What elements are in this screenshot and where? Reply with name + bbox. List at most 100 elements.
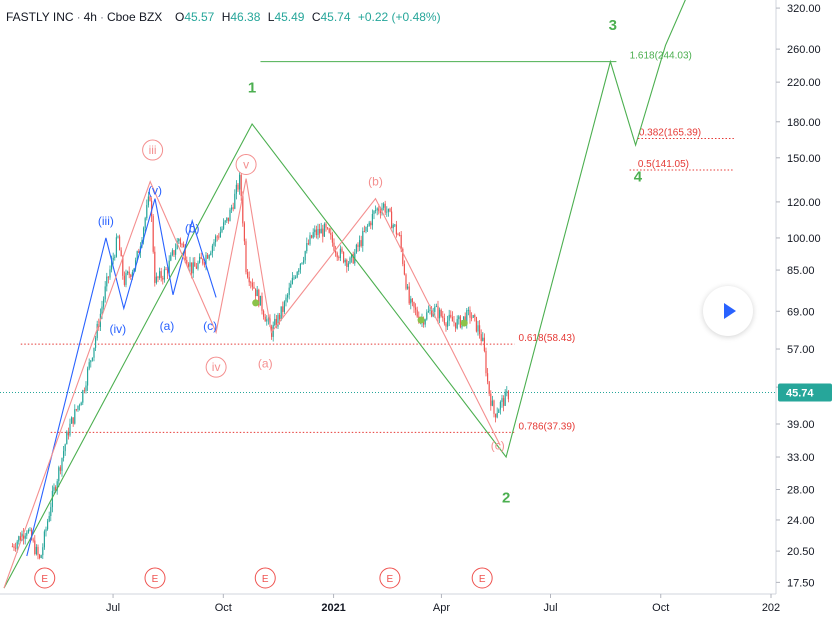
price-tick-label: 57.00	[787, 344, 815, 356]
wave-label[interactable]: 1	[248, 80, 256, 97]
price-tick-label: 260.00	[787, 44, 821, 56]
candle-body	[24, 535, 26, 539]
candle-body	[218, 236, 220, 238]
candle-body	[256, 289, 258, 297]
candle-body	[94, 338, 97, 348]
price-tick-label: 69.00	[787, 306, 815, 318]
candle-body	[379, 211, 381, 213]
time-tick-label: Oct	[215, 602, 232, 614]
price-tick-label: 100.00	[787, 233, 821, 245]
candle-body	[131, 272, 133, 277]
candle-body	[304, 251, 306, 261]
candle-body	[51, 490, 53, 508]
candle-body	[59, 467, 61, 471]
candle-body	[368, 222, 370, 226]
candle-body	[392, 225, 394, 229]
symbol-name[interactable]: FASTLY INC	[6, 10, 74, 24]
change-value: +0.22 (+0.48%)	[357, 10, 441, 24]
candle-body	[301, 262, 303, 264]
candle-body	[90, 360, 92, 363]
candle-body	[414, 307, 417, 310]
candle-body	[254, 288, 257, 297]
earnings-marker[interactable]	[471, 567, 493, 589]
wave-label[interactable]: (v)	[148, 184, 162, 198]
wave-label[interactable]: (a)	[258, 356, 273, 370]
candle-body	[162, 278, 164, 280]
candle-body	[208, 254, 210, 259]
candle-body	[338, 257, 340, 259]
candle-body	[106, 276, 108, 287]
candle-body	[242, 196, 244, 224]
price-tick-label: 120.00	[787, 197, 821, 209]
candle-body	[411, 298, 413, 302]
candle-body	[355, 244, 357, 253]
elliott-wave-line[interactable]	[3, 178, 501, 589]
candle-body	[128, 271, 130, 275]
wave-label[interactable]: (iii)	[98, 214, 114, 228]
candle-body	[165, 269, 167, 271]
candle-body	[502, 398, 505, 406]
candle-body	[96, 323, 98, 339]
earnings-marker[interactable]	[144, 567, 166, 589]
wave-label[interactable]: 3	[609, 17, 617, 34]
candle-body	[323, 223, 325, 237]
wave-label[interactable]: iii	[149, 143, 157, 157]
candle-body	[443, 318, 445, 324]
wave-label[interactable]: v	[243, 158, 249, 172]
candle-body	[245, 241, 247, 273]
candle-body	[237, 184, 239, 190]
candle-body	[235, 184, 237, 194]
candle-body	[474, 315, 476, 317]
interval-label[interactable]: 4h	[83, 10, 97, 24]
candle-body	[400, 234, 402, 249]
candle-body	[434, 306, 436, 312]
earnings-marker[interactable]	[34, 567, 56, 589]
candle-body	[277, 314, 279, 327]
wave-label[interactable]: iv	[212, 360, 221, 374]
candle-body	[298, 269, 300, 272]
candle-body	[102, 299, 105, 307]
candlestick-series[interactable]	[11, 170, 509, 560]
wave-label[interactable]: (iv)	[110, 322, 127, 336]
candle-body	[370, 222, 372, 226]
low-label: L	[267, 10, 275, 24]
candle-body	[118, 236, 121, 251]
candle-body	[229, 209, 231, 222]
candle-body	[486, 373, 489, 382]
wave-label[interactable]: 2	[502, 490, 510, 507]
wave-label[interactable]: (c)	[203, 319, 217, 333]
candle-body	[123, 275, 125, 285]
earnings-marker[interactable]	[254, 567, 276, 589]
candle-body	[114, 256, 116, 258]
candle-body	[187, 263, 189, 267]
wave-label[interactable]: 4	[634, 169, 643, 186]
low-value: 45.49	[274, 10, 305, 24]
earnings-marker-label: E	[262, 574, 269, 585]
candle-body	[144, 218, 146, 228]
candle-body	[75, 409, 77, 411]
event-dot	[252, 299, 260, 307]
candle-body	[259, 295, 261, 306]
replay-play-button[interactable]	[703, 286, 753, 336]
candle-body	[266, 319, 268, 322]
wave-label[interactable]: (b)	[368, 175, 383, 189]
elliott-wave-line[interactable]	[3, 0, 690, 589]
candle-body	[66, 431, 68, 445]
candle-body	[395, 224, 397, 235]
candle-body	[358, 240, 361, 247]
high-value: 46.38	[230, 10, 261, 24]
candle-body	[336, 252, 338, 258]
candle-body	[53, 487, 55, 491]
elliott-wave-line[interactable]	[26, 198, 217, 557]
candle-body	[427, 310, 429, 313]
earnings-marker[interactable]	[379, 567, 401, 589]
exchange-label: Cboe BZX	[106, 10, 163, 24]
wave-label[interactable]: (a)	[160, 319, 175, 333]
candle-body	[491, 400, 493, 406]
wave-label[interactable]: (c)	[491, 438, 505, 452]
wave-label[interactable]: (b)	[185, 221, 200, 235]
candle-body	[219, 231, 221, 238]
candle-body	[200, 256, 202, 260]
fib-level-label: 0.618(58.43)	[519, 333, 576, 344]
